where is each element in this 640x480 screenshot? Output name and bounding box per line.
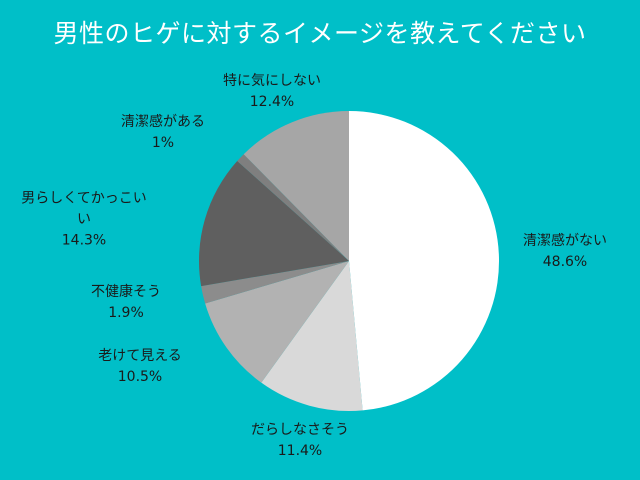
slice-value-label: 1%: [151, 135, 175, 151]
pie-slice: [198, 161, 349, 287]
pie-slice: [349, 110, 500, 411]
pie-slice: [261, 261, 363, 412]
slice-category-label: 清潔感がない: [523, 233, 607, 249]
slice-label: だらしなさそう 11.4%: [251, 420, 349, 462]
slice-value-label: 1.9%: [108, 305, 144, 321]
pie-slice: [237, 154, 349, 261]
slice-label: 清潔感がない 48.6%: [523, 231, 607, 273]
slice-category-label: 清潔感がある: [121, 114, 205, 130]
slice-label: 特に気にしない 12.4%: [223, 71, 321, 113]
slice-value-label: 48.6%: [542, 254, 588, 270]
slice-category-label: い: [77, 211, 91, 228]
slice-value-label: 10.5%: [117, 369, 163, 385]
slice-category-label: 特に気にしない: [223, 73, 321, 89]
slice-label: 清潔感がある 1%: [121, 112, 205, 154]
slice-category-label: 不健康そう: [91, 284, 161, 300]
slice-value-label: 11.4%: [277, 443, 323, 459]
slice-category-label: 老けて見える: [98, 348, 182, 364]
slice-label: 男らしくてかっこいい 14.3%: [21, 189, 147, 252]
pie-slice: [201, 261, 349, 304]
slice-value-label: 12.4%: [249, 94, 295, 110]
pie-slice: [205, 261, 349, 383]
slice-category-label: 男らしくてかっこい: [21, 190, 147, 207]
chart-title: 男性のヒゲに対するイメージを教えてください: [53, 19, 587, 48]
slice-value-label: 14.3%: [61, 232, 107, 249]
slice-label: 老けて見える 10.5%: [98, 346, 182, 388]
slice-label: 不健康そう 1.9%: [91, 282, 161, 324]
pie-slice: [243, 111, 349, 261]
slice-category-label: だらしなさそう: [251, 422, 349, 438]
